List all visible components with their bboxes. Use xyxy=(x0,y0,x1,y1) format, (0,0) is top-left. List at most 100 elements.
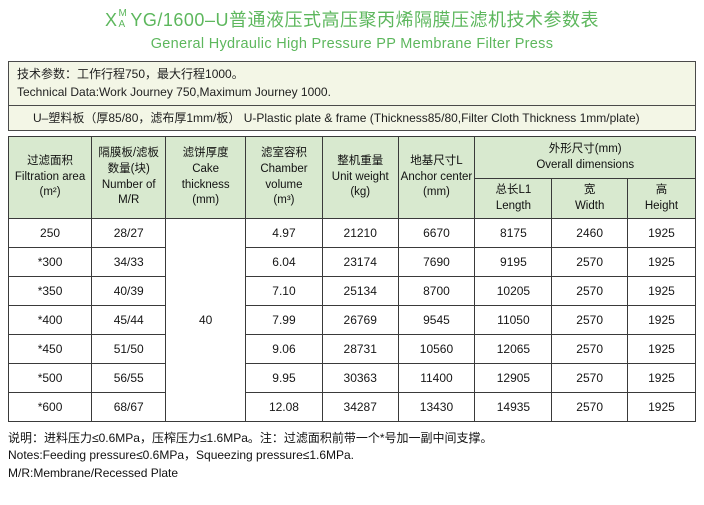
header-en: Length xyxy=(495,199,531,212)
header-zh: 滤室容积 xyxy=(260,147,307,160)
col-header-cake-thickness: 滤饼厚度 Cake thickness (mm) xyxy=(165,136,246,219)
header-zh: 隔膜板/滤板数量(块) xyxy=(98,147,160,175)
table-cell: 9.06 xyxy=(245,334,323,364)
table-cell: 21210 xyxy=(321,218,399,248)
footnote-zh: 说明：进料压力≤0.6MPa，压榨压力≤1.6MPa。注：过滤面积前带一个*号加… xyxy=(8,431,493,445)
cake-thickness-merged-cell: 40 xyxy=(165,218,246,422)
header-en: Overall dimensions xyxy=(536,158,635,171)
table-cell: 2570 xyxy=(551,363,628,393)
header-zh: 过滤面积 xyxy=(27,155,74,168)
col-header-anchor-center: 地基尺寸L Anchor center (mm) xyxy=(397,136,476,219)
header-zh: 外形尺寸(mm) xyxy=(548,142,622,155)
table-row: *450 51/50 9.06 28731 10560 12065 2570 1… xyxy=(7,334,697,364)
col-header-chamber-volume: 滤室容积 Chamber volume (m³) xyxy=(245,136,323,219)
header-unit: (m²) xyxy=(39,186,61,199)
col-header-unit-weight: 整机重量 Unit weight (kg) xyxy=(321,136,399,219)
header-en: Height xyxy=(644,199,679,212)
technical-data-box: 技术参数：工作行程750，最大行程1000。 Technical Data:Wo… xyxy=(8,61,696,106)
footnote-mr: M/R:Membrane/Recessed Plate xyxy=(8,465,179,480)
table-row: *600 68/67 12.08 34287 13430 14935 2570 … xyxy=(7,392,697,422)
table-cell: 7.10 xyxy=(245,276,323,306)
table-cell: 12065 xyxy=(474,334,553,364)
table-cell: 7690 xyxy=(397,247,476,277)
header-en: Number of M/R xyxy=(101,178,156,207)
table-cell: 1925 xyxy=(626,247,697,277)
table-cell: 6.04 xyxy=(245,247,323,277)
table-cell: 1925 xyxy=(626,276,697,306)
table-cell: 1925 xyxy=(626,334,697,364)
table-cell: *300 xyxy=(7,247,93,277)
table-cell: 56/55 xyxy=(91,363,167,393)
col-header-width: 宽 Width xyxy=(551,178,628,219)
table-cell: 2570 xyxy=(551,334,628,364)
table-cell: 40/39 xyxy=(91,276,167,306)
table-cell: 4.97 xyxy=(245,218,323,248)
header-zh: 滤饼厚度 xyxy=(182,147,229,160)
model-variant-top: M xyxy=(118,8,128,19)
table-cell: 23174 xyxy=(321,247,399,277)
table-row: *350 40/39 7.10 25134 8700 10205 2570 19… xyxy=(7,276,697,306)
table-cell: 2460 xyxy=(551,218,628,248)
header-en: Anchor center xyxy=(400,170,473,183)
table-cell: 2570 xyxy=(551,305,628,335)
table-cell: 28/27 xyxy=(91,218,167,248)
header-unit: (mm) xyxy=(192,194,220,207)
table-cell: *500 xyxy=(7,363,93,393)
table-cell: 25134 xyxy=(321,276,399,306)
col-header-height: 高 Height xyxy=(626,178,697,219)
header-en: Cake thickness xyxy=(181,162,230,191)
table-cell: *450 xyxy=(7,334,93,364)
header-zh: 宽 xyxy=(583,183,596,196)
spec-table: 过滤面积 Filtration area (m²) 隔膜板/滤板数量(块) Nu… xyxy=(7,136,697,422)
table-cell: 2570 xyxy=(551,392,628,422)
table-row: *400 45/44 7.99 26769 9545 11050 2570 19… xyxy=(7,305,697,335)
col-header-filtration-area: 过滤面积 Filtration area (m²) xyxy=(7,136,93,219)
table-cell: 45/44 xyxy=(91,305,167,335)
page-subtitle: General Hydraulic High Pressure PP Membr… xyxy=(150,36,554,52)
header-unit: (mm) xyxy=(423,186,450,199)
model-variant-stack: M A xyxy=(118,8,128,30)
header-en: Chamber volume xyxy=(260,162,308,191)
col-header-overall-dimensions: 外形尺寸(mm) Overall dimensions xyxy=(474,136,696,179)
technical-data-zh: 技术参数：工作行程750，最大行程1000。 xyxy=(17,67,244,81)
header-unit: (m³) xyxy=(273,194,295,207)
table-cell: 26769 xyxy=(321,305,399,335)
model-variant-bottom: A xyxy=(118,18,126,30)
col-header-plate-count: 隔膜板/滤板数量(块) Number of M/R xyxy=(91,136,167,219)
table-cell: *400 xyxy=(7,305,93,335)
model-letter: X xyxy=(105,9,118,30)
table-cell: 9195 xyxy=(474,247,553,277)
header-unit: (kg) xyxy=(350,186,371,199)
table-cell: 12905 xyxy=(474,363,553,393)
header-zh: 整机重量 xyxy=(337,155,384,168)
table-row: 250 28/27 40 4.97 21210 6670 8175 2460 1… xyxy=(7,218,697,422)
table-cell: 6670 xyxy=(397,218,476,248)
table-cell: 9.95 xyxy=(245,363,323,393)
table-cell: 1925 xyxy=(626,392,697,422)
table-cell: 7.99 xyxy=(245,305,323,335)
header-zh: 地基尺寸L xyxy=(410,155,463,168)
table-cell: 34/33 xyxy=(91,247,167,277)
table-cell: 8175 xyxy=(474,218,553,248)
footnotes: 说明：进料压力≤0.6MPa，压榨压力≤1.6MPa。注：过滤面积前带一个*号加… xyxy=(8,430,696,482)
plate-spec-box: U–塑料板（厚85/80，滤布厚1mm/板） U-Plastic plate &… xyxy=(8,105,696,131)
table-cell: 11400 xyxy=(397,363,476,393)
table-cell: 14935 xyxy=(474,392,553,422)
table-cell: 2570 xyxy=(551,276,628,306)
table-cell: 51/50 xyxy=(91,334,167,364)
title-text: YG/1600–U普通液压式高压聚丙烯隔膜压滤机技术参数表 xyxy=(130,9,599,30)
table-cell: *350 xyxy=(7,276,93,306)
header-zh: 高 xyxy=(655,183,668,196)
table-cell: 8700 xyxy=(397,276,476,306)
table-cell: 13430 xyxy=(397,392,476,422)
header-en: Unit weight xyxy=(331,170,389,183)
table-cell: 250 xyxy=(7,218,93,248)
table-row: *300 34/33 6.04 23174 7690 9195 2570 192… xyxy=(7,247,697,277)
technical-data-en: Technical Data:Work Journey 750,Maximum … xyxy=(17,85,331,99)
header-zh: 总长L1 xyxy=(495,183,532,196)
page-title: X M A YG/1600–U普通液压式高压聚丙烯隔膜压滤机技术参数表 xyxy=(0,8,704,31)
table-cell: 28731 xyxy=(321,334,399,364)
footnote-en: Notes:Feeding pressure≤0.6MPa，Squeezing … xyxy=(8,448,355,463)
table-cell: 1925 xyxy=(626,363,697,393)
